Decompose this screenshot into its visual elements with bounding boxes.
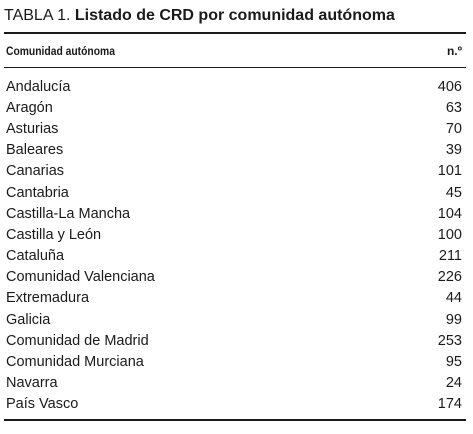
- row-name: Castilla y León: [6, 226, 102, 243]
- table-title: Listado de CRD por comunidad autónoma: [74, 7, 395, 24]
- row-value: 45: [445, 184, 462, 201]
- table-body: Andalucía 406 Aragón 63 Asturias 70 Baleares 39…: [4, 68, 466, 419]
- header-value: n.º: [446, 43, 462, 58]
- row-value: 174: [437, 396, 462, 413]
- row-name: País Vasco: [6, 396, 79, 413]
- row-name: Baleares: [6, 142, 64, 159]
- row-value: 100: [437, 226, 462, 243]
- table-caption: TABLA 1. Listado de CRD por comunidad au…: [4, 6, 395, 26]
- table-header: Comunidad autónoma n.º: [4, 34, 466, 67]
- table-row: Cataluña 211: [4, 246, 466, 267]
- header-rule: [4, 67, 466, 68]
- table-row: Asturias 70: [4, 118, 466, 139]
- row-name: Extremadura: [6, 290, 90, 307]
- row-name: Aragón: [6, 99, 53, 116]
- table-row: Navarra 24: [4, 373, 466, 394]
- row-value: 406: [437, 78, 462, 95]
- table-row: Aragón 63: [4, 97, 466, 118]
- table-row: Canarias 101: [4, 161, 466, 182]
- row-value: 211: [438, 248, 462, 265]
- row-value: 39: [445, 142, 462, 159]
- row-name: Cataluña: [6, 248, 65, 265]
- row-value: 95: [445, 354, 462, 371]
- row-name: Navarra: [6, 375, 58, 392]
- row-name: Comunidad Murciana: [6, 354, 144, 371]
- table-row: Galicia 99: [4, 309, 466, 330]
- row-value: 99: [445, 311, 462, 328]
- row-value: 70: [445, 120, 462, 137]
- row-name: Comunidad Valenciana: [6, 269, 155, 286]
- row-name: Asturias: [6, 120, 59, 137]
- row-name: Canarias: [6, 163, 65, 180]
- table-row: Comunidad Murciana 95: [4, 351, 466, 372]
- top-rule: [4, 32, 466, 34]
- table-row: Andalucía 406: [4, 76, 466, 97]
- row-value: 44: [445, 290, 462, 307]
- row-name: Cantabria: [6, 184, 69, 201]
- table-row: Baleares 39: [4, 140, 466, 161]
- data-table: Comunidad autónoma n.º Andalucía 406 Aragó…: [4, 32, 466, 421]
- row-value: 63: [445, 99, 462, 116]
- table-row: Castilla-La Mancha 104: [4, 203, 466, 224]
- table-row: Cantabria 45: [4, 182, 466, 203]
- table-row: Castilla y León 100: [4, 224, 466, 245]
- table-row: Comunidad Valenciana 226: [4, 267, 466, 288]
- table-row: Extremadura 44: [4, 288, 466, 309]
- table-row: País Vasco 174: [4, 394, 466, 415]
- table-number: TABLA 1.: [4, 7, 71, 24]
- row-name: Galicia: [6, 311, 51, 328]
- row-name: Andalucía: [6, 78, 71, 95]
- row-value: 24: [445, 375, 462, 392]
- table-row: Comunidad de Madrid 253: [4, 330, 466, 351]
- row-value: 104: [437, 205, 462, 222]
- row-value: 253: [437, 332, 462, 349]
- bottom-rule: [4, 419, 466, 421]
- row-value: 101: [437, 163, 462, 180]
- row-value: 226: [437, 269, 462, 286]
- row-name: Castilla-La Mancha: [6, 205, 131, 222]
- row-name: Comunidad de Madrid: [6, 332, 149, 349]
- header-name: Comunidad autónoma: [6, 43, 115, 58]
